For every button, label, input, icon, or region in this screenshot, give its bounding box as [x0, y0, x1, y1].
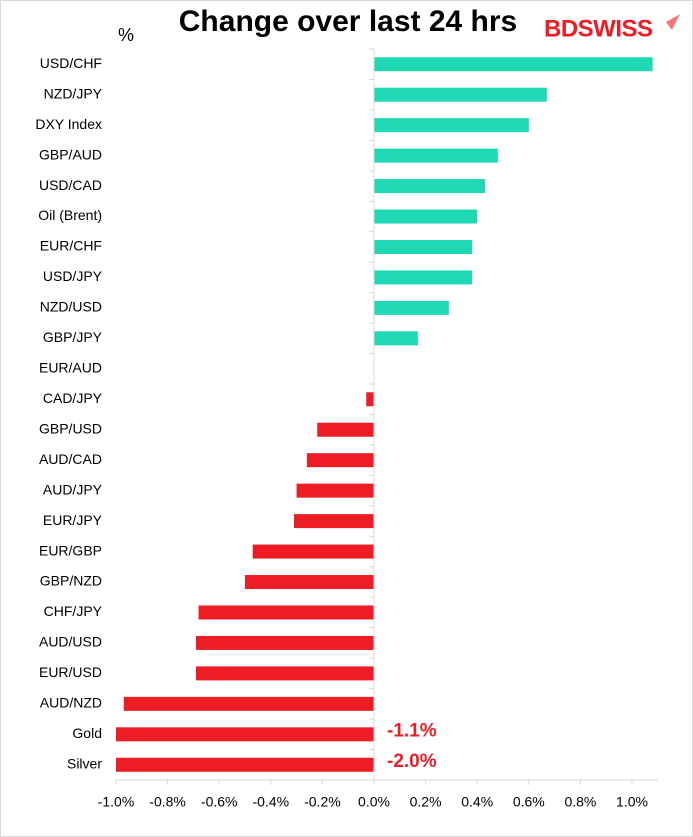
bar	[195, 635, 374, 650]
y-tick-label: Silver	[67, 755, 102, 771]
bar	[252, 544, 374, 559]
unit-label: %	[118, 25, 134, 45]
x-tick-label: 0.6%	[513, 794, 545, 810]
y-tick-label: EUR/AUD	[39, 360, 102, 376]
y-tick-label: EUR/USD	[39, 664, 102, 680]
x-tick-label: -0.6%	[201, 794, 238, 810]
bars	[116, 57, 653, 772]
y-tick-label: GBP/NZD	[40, 573, 102, 589]
y-tick-label: EUR/JPY	[43, 512, 103, 528]
bar	[374, 148, 498, 163]
x-tick-label: 0.4%	[461, 794, 493, 810]
y-tick-label: AUD/USD	[39, 634, 102, 650]
x-tick-label: 1.0%	[616, 794, 648, 810]
bar	[294, 514, 374, 529]
y-tick-label: USD/JPY	[43, 268, 103, 284]
y-tick-label: Gold	[72, 725, 102, 741]
y-tick-label: CAD/JPY	[43, 390, 103, 406]
bar	[374, 57, 653, 72]
x-tick-label: -0.8%	[149, 794, 186, 810]
bar	[116, 757, 374, 772]
x-tick-label: -0.2%	[304, 794, 341, 810]
bar	[198, 605, 374, 620]
bar	[317, 422, 374, 437]
y-tick-label: Oil (Brent)	[38, 207, 102, 223]
y-tick-label: EUR/GBP	[39, 542, 102, 558]
y-tick-label: EUR/CHF	[40, 238, 102, 254]
y-tick-label: CHF/JPY	[44, 603, 103, 619]
bar	[374, 87, 547, 102]
logo: BDSWISS	[544, 15, 653, 42]
y-tick-label: USD/CHF	[40, 55, 102, 71]
y-tick-label: AUD/JPY	[43, 481, 103, 497]
bar	[245, 575, 374, 590]
bar	[374, 118, 529, 133]
y-tick-label: GBP/JPY	[43, 329, 103, 345]
bar	[374, 239, 473, 254]
x-tick-label: 0.2%	[410, 794, 442, 810]
bar	[306, 453, 374, 468]
bar	[123, 696, 375, 711]
value-label: -1.1%	[387, 720, 437, 741]
bar	[296, 483, 374, 498]
y-tick-label: AUD/CAD	[39, 451, 102, 467]
bar	[366, 392, 374, 407]
y-tick-label: AUD/NZD	[40, 695, 102, 711]
chart-title: Change over last 24 hrs	[179, 5, 517, 38]
bar	[374, 209, 478, 224]
y-tick-label: NZD/JPY	[44, 85, 103, 101]
bar	[374, 270, 473, 285]
bar	[374, 300, 449, 315]
value-label: -2.0%	[387, 751, 437, 772]
bar	[374, 331, 418, 346]
x-tick-label: 0.0%	[358, 794, 390, 810]
logo-mark	[666, 14, 680, 30]
y-tick-label: USD/CAD	[39, 177, 102, 193]
x-tick-label: 0.8%	[564, 794, 596, 810]
y-tick-label: GBP/AUD	[39, 146, 102, 162]
x-tick-label: -0.4%	[253, 794, 290, 810]
bar	[374, 179, 485, 194]
y-tick-label: DXY Index	[35, 116, 102, 132]
y-tick-label: NZD/USD	[40, 299, 102, 315]
bar	[116, 727, 374, 742]
x-tick-label: -1.0%	[98, 794, 135, 810]
y-tick-label: GBP/USD	[39, 420, 102, 436]
bar	[195, 666, 374, 681]
